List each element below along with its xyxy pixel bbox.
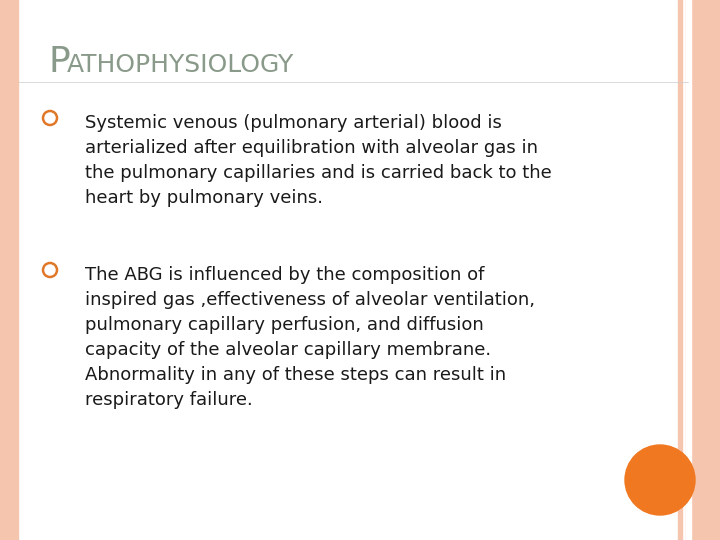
Bar [686, 0, 720, 540]
Bar [0, 0, 18, 540]
Text: The ABG is influenced by the composition of
inspired gas ,effectiveness of alveo: The ABG is influenced by the composition… [85, 266, 535, 409]
Bar [686, 0, 691, 540]
Text: ATHOPHYSIOLOGY: ATHOPHYSIOLOGY [67, 53, 294, 77]
Text: P: P [48, 45, 70, 79]
Bar [678, 0, 682, 540]
Text: Systemic venous (pulmonary arterial) blood is
arterialized after equilibration w: Systemic venous (pulmonary arterial) blo… [85, 114, 552, 207]
Circle shape [625, 445, 695, 515]
